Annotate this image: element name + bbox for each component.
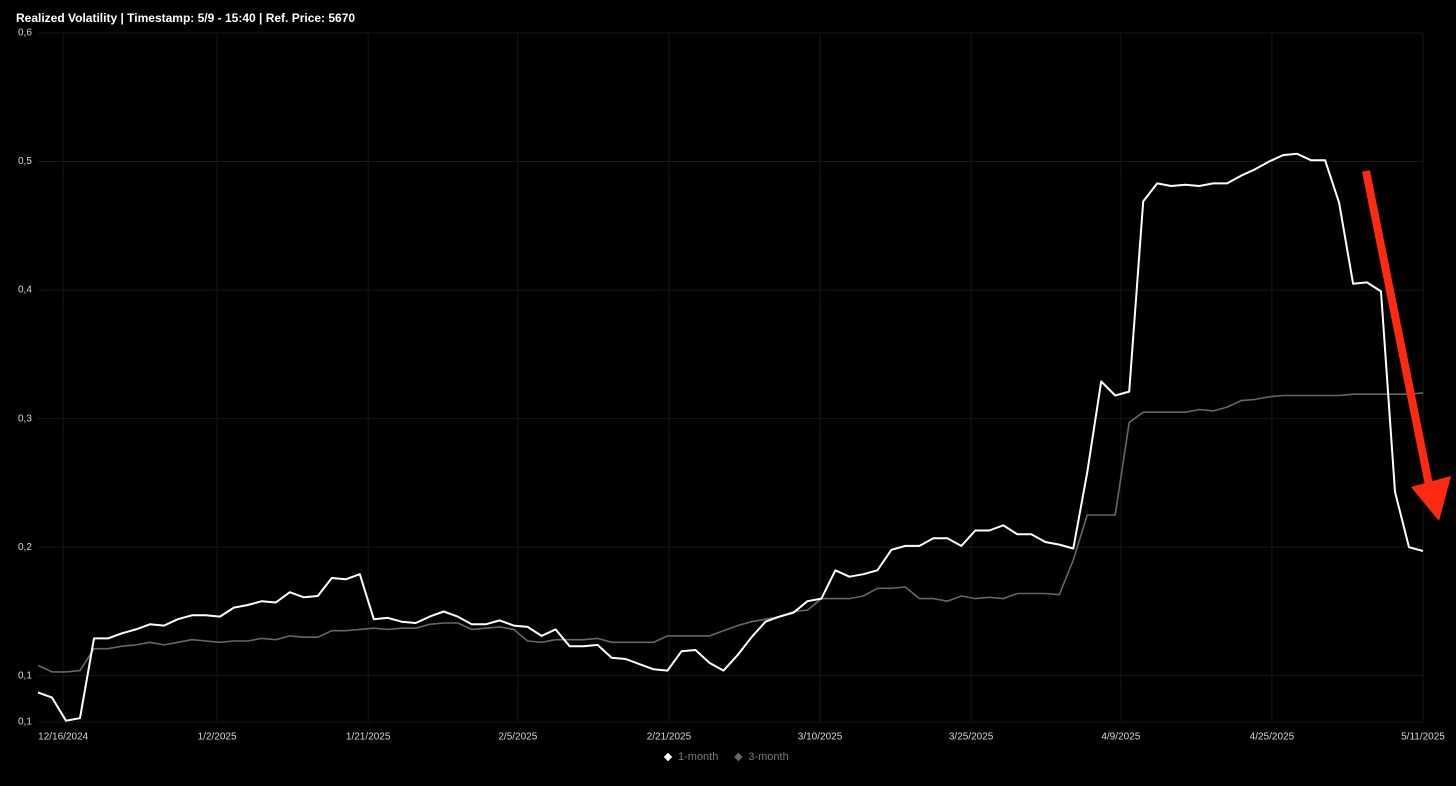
arrow-head bbox=[1411, 476, 1451, 521]
x-tick-label: 1/2/2025 bbox=[198, 732, 237, 743]
grid: 0,1 0,1 0,2 0,3 0,4 0,5 0,6 12/16/2024 1/2/2025 1… bbox=[18, 28, 1445, 743]
x-tick-label: 5/11/2025 bbox=[1401, 732, 1445, 743]
x-tick-label: 4/9/2025 bbox=[1101, 732, 1140, 743]
y-tick-label: 0,5 bbox=[18, 156, 32, 167]
chart-title: Realized Volatility | Timestamp: 5/9 - 1… bbox=[16, 11, 355, 25]
x-tick-label: 12/16/2024 bbox=[38, 732, 88, 743]
x-tick-label: 1/21/2025 bbox=[346, 732, 391, 743]
x-tick-label: 2/5/2025 bbox=[498, 732, 537, 743]
x-tick-label: 3/10/2025 bbox=[798, 732, 843, 743]
annotation-arrow bbox=[1362, 170, 1451, 521]
series-line bbox=[37, 152, 1424, 722]
y-tick-label: 0,1 bbox=[18, 670, 32, 681]
arrow-shaft bbox=[1362, 170, 1434, 491]
x-tick-label: 3/25/2025 bbox=[949, 732, 994, 743]
legend: 1-month 3-month bbox=[663, 751, 789, 763]
series-line bbox=[37, 392, 1424, 673]
legend-swatch bbox=[663, 752, 673, 762]
y-tick-label: 0,1 bbox=[18, 717, 32, 728]
y-tick-label: 0,3 bbox=[18, 413, 32, 424]
y-tick-label: 0,4 bbox=[18, 285, 32, 296]
x-tick-label: 2/21/2025 bbox=[647, 732, 692, 743]
x-tick-label: 4/25/2025 bbox=[1250, 732, 1295, 743]
y-tick-label: 0,6 bbox=[18, 28, 32, 39]
legend-swatch bbox=[734, 752, 743, 762]
legend-label: 3-month bbox=[748, 751, 788, 763]
legend-label: 1-month bbox=[678, 751, 718, 763]
lines bbox=[37, 152, 1424, 722]
y-tick-label: 0,2 bbox=[18, 542, 32, 553]
